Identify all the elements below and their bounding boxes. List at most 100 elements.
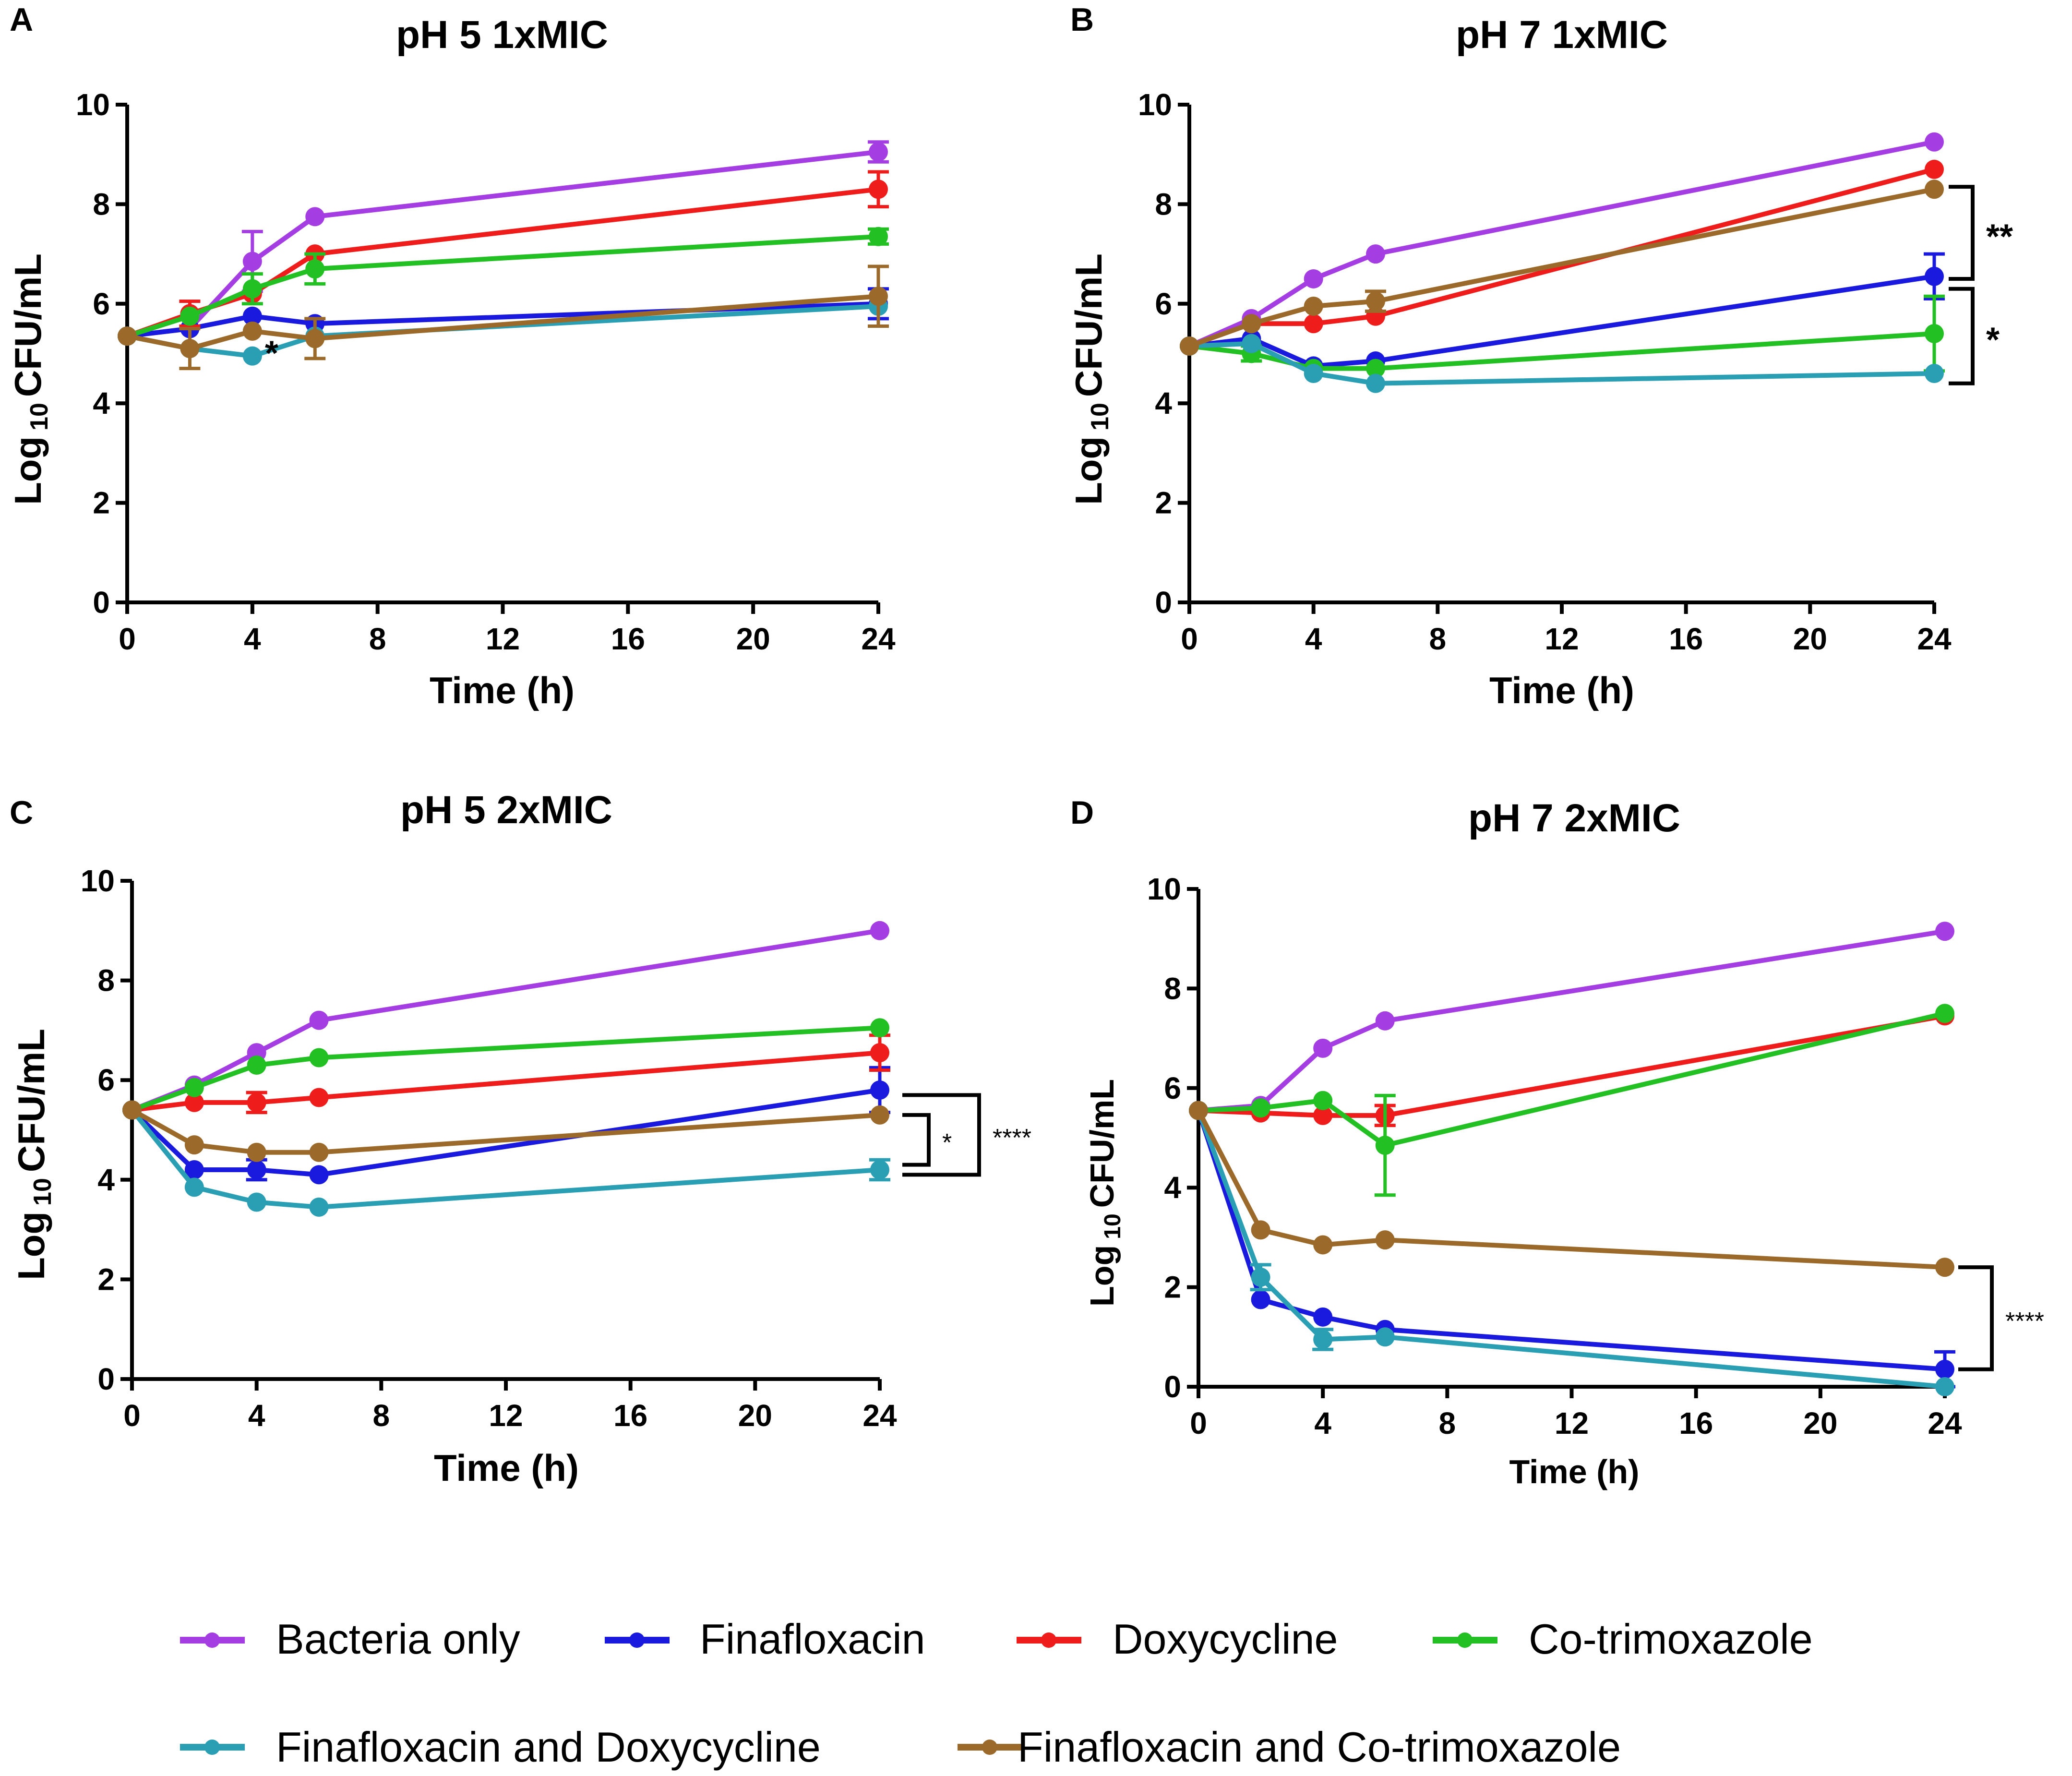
data-point-co-trimoxazole-c-2	[247, 1056, 266, 1075]
x-tick-label-d-16: 16	[1679, 1406, 1713, 1440]
series-finafloxacin-and-co-trimoxazole-d	[1189, 1101, 1954, 1277]
x-tick-label-d-8: 8	[1439, 1406, 1456, 1440]
data-point-finafloxacin-and-doxycycline-d-3	[1375, 1327, 1395, 1347]
x-tick-label-d-24: 24	[1928, 1406, 1962, 1440]
series-line-co-trimoxazole-c	[131, 1025, 880, 1113]
data-point-doxycycline-b-2	[1304, 314, 1323, 334]
series-line-co-trimoxazole-d	[1198, 1011, 1946, 1148]
legend: Bacteria only Finafloxacin Doxycycline C…	[180, 1615, 1813, 1771]
significance-bracket-c-1: ****	[902, 1093, 1031, 1177]
x-tick-label-b-20: 20	[1793, 622, 1827, 656]
legend-swatch-marker-0	[204, 1632, 220, 1648]
y-tick-label-b-4: 4	[1155, 386, 1172, 420]
y-tick-label-b-2: 2	[1155, 486, 1172, 520]
data-point-doxycycline-c-2	[247, 1092, 266, 1112]
x-tick-label-d-4: 4	[1314, 1406, 1331, 1440]
data-point-finafloxacin-and-co-trimoxazole-a-2	[242, 321, 262, 341]
series-finafloxacin-and-co-trimoxazole-c	[122, 1100, 889, 1162]
data-point-finafloxacin-b-4	[1925, 266, 1944, 286]
y-tick-label-c-10: 10	[81, 864, 115, 898]
legend-item-finafloxacin: Finafloxacin	[605, 1615, 925, 1663]
plot-area-a: *	[118, 140, 889, 373]
x-tick-label-c-16: 16	[613, 1398, 647, 1433]
x-tick-label-c-20: 20	[738, 1398, 772, 1433]
data-point-bacteria-only-d-4	[1935, 922, 1954, 941]
y-tick-label-d-4: 4	[1164, 1170, 1181, 1205]
series-line-finafloxacin-b	[1189, 274, 1935, 369]
data-point-finafloxacin-and-doxycycline-c-3	[309, 1197, 329, 1217]
x-tick-label-c-4: 4	[248, 1398, 265, 1433]
legend-label-finafloxacin-and-doxycycline: Finafloxacin and Doxycycline	[276, 1723, 821, 1771]
x-tick-label-b-24: 24	[1917, 622, 1952, 656]
data-point-co-trimoxazole-b-4	[1925, 324, 1944, 344]
y-tick-label-d-8: 8	[1164, 971, 1181, 1006]
y-tick-label-b-10: 10	[1138, 87, 1172, 122]
data-point-finafloxacin-a-2	[242, 306, 262, 326]
data-point-finafloxacin-and-doxycycline-c-4	[870, 1160, 889, 1180]
data-point-finafloxacin-c-4	[870, 1080, 889, 1100]
data-point-finafloxacin-and-co-trimoxazole-d-0	[1189, 1101, 1208, 1120]
legend-label-finafloxacin-and-co-trimoxazole: Finafloxacin and Co-trimoxazole	[1018, 1723, 1621, 1771]
y-tick-label-d-2: 2	[1164, 1270, 1181, 1305]
legend-item-doxycycline: Doxycycline	[1017, 1615, 1338, 1663]
data-point-finafloxacin-and-co-trimoxazole-b-3	[1366, 291, 1385, 311]
data-point-finafloxacin-and-doxycycline-d-2	[1313, 1330, 1333, 1349]
x-tick-label-a-4: 4	[244, 622, 261, 656]
x-tick-label-c-12: 12	[489, 1398, 523, 1433]
series-finafloxacin-and-doxycycline-c	[122, 1100, 890, 1217]
x-axis-label-a: Time (h)	[430, 669, 575, 711]
series-line-finafloxacin-and-co-trimoxazole-a	[127, 294, 879, 351]
data-point-finafloxacin-d-1	[1251, 1290, 1270, 1309]
legend-swatch-marker-1	[629, 1632, 645, 1648]
y-tick-label-a-6: 6	[93, 287, 110, 321]
data-point-co-trimoxazole-d-2	[1313, 1091, 1333, 1110]
series-finafloxacin-and-co-trimoxazole-a	[118, 264, 889, 371]
series-line-finafloxacin-a	[127, 301, 879, 339]
data-point-finafloxacin-and-doxycycline-c-2	[247, 1192, 266, 1212]
data-point-co-trimoxazole-d-4	[1935, 1004, 1954, 1023]
data-point-finafloxacin-d-4	[1935, 1359, 1954, 1379]
y-axis-label-d: Log 10 CFU/mL	[1083, 1079, 1126, 1307]
plot-area-b: ***	[1180, 132, 2013, 393]
legend-swatch-marker-5	[982, 1740, 997, 1755]
data-point-doxycycline-c-4	[870, 1043, 889, 1063]
data-point-bacteria-only-c-4	[870, 921, 889, 940]
significance-annotation-a-0: *	[265, 335, 278, 373]
legend-item-bacteria-only: Bacteria only	[180, 1615, 520, 1663]
data-point-bacteria-only-a-3	[305, 207, 325, 227]
data-point-bacteria-only-b-4	[1925, 132, 1944, 152]
data-point-co-trimoxazole-c-3	[309, 1048, 329, 1068]
series-line-co-trimoxazole-a	[126, 234, 879, 338]
bracket-line-c-0	[902, 1113, 931, 1167]
legend-swatch-marker-4	[204, 1740, 220, 1755]
data-point-finafloxacin-and-co-trimoxazole-d-4	[1935, 1258, 1954, 1277]
y-label-sub-a: 10	[25, 403, 53, 431]
y-label-sub-d: 10	[1100, 1213, 1126, 1239]
y-label-log-b: Log	[1067, 436, 1110, 505]
series-line-doxycycline-b	[1188, 167, 1935, 348]
significance-bracket-b-1: *	[1949, 287, 2000, 385]
y-label-sub-c: 10	[29, 1178, 57, 1206]
bracket-label-c-1: ****	[993, 1124, 1031, 1152]
data-point-finafloxacin-and-co-trimoxazole-a-4	[869, 287, 888, 306]
data-point-co-trimoxazole-c-4	[870, 1018, 889, 1038]
series-finafloxacin-c	[122, 1066, 890, 1185]
y-label-log-a: Log	[7, 436, 49, 505]
chart-title-c: pH 5 2xMIC	[400, 788, 612, 832]
legend-item-co-trimoxazole: Co-trimoxazole	[1433, 1615, 1813, 1663]
data-point-finafloxacin-and-co-trimoxazole-b-2	[1304, 296, 1323, 316]
series-finafloxacin-and-co-trimoxazole-b	[1180, 180, 1944, 356]
plot-area-d: ****	[1189, 922, 2044, 1396]
y-label-unit-b: CFU/mL	[1067, 253, 1110, 397]
y-tick-label-b-8: 8	[1155, 187, 1172, 221]
y-tick-label-d-6: 6	[1164, 1071, 1181, 1105]
y-tick-label-b-0: 0	[1155, 585, 1172, 620]
data-point-co-trimoxazole-d-1	[1251, 1098, 1270, 1118]
data-point-finafloxacin-and-co-trimoxazole-a-1	[180, 339, 200, 359]
bracket-label-b-0: **	[1986, 217, 2013, 256]
panel-letter-d: D	[1070, 794, 1094, 831]
